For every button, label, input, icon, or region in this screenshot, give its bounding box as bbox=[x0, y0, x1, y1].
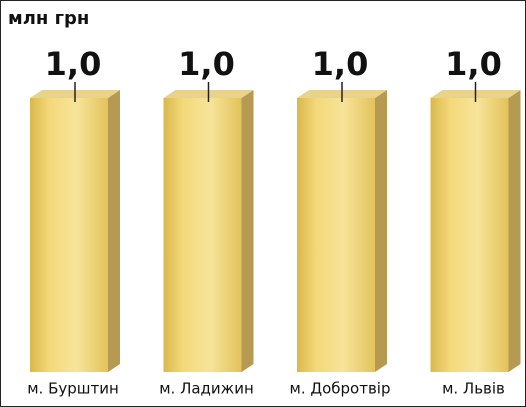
bar bbox=[30, 98, 108, 372]
bar bbox=[163, 98, 242, 372]
chart-title: млн грн bbox=[8, 8, 89, 29]
bar-side bbox=[108, 90, 120, 372]
value-label: 1,0 bbox=[178, 45, 235, 83]
bar bbox=[430, 98, 509, 372]
category-label: м. Львів bbox=[442, 380, 505, 398]
bar-side bbox=[241, 90, 254, 372]
value-label: 1,0 bbox=[45, 45, 102, 83]
value-label: 1,0 bbox=[445, 45, 502, 83]
value-label: 1,0 bbox=[312, 45, 369, 83]
category-label: м. Добротвір bbox=[290, 380, 391, 398]
category-label: м. Ладижин bbox=[159, 380, 254, 398]
bar-side bbox=[375, 90, 387, 372]
category-label: м. Бурштин bbox=[27, 380, 119, 398]
bar bbox=[297, 98, 375, 372]
bar-side bbox=[508, 90, 521, 372]
